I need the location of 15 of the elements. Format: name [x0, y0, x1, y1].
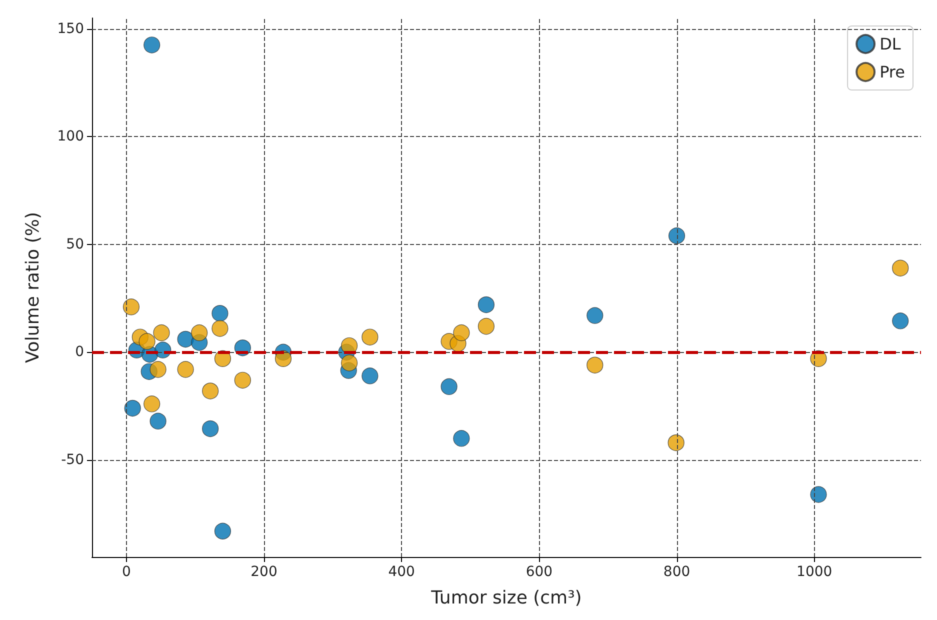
y-axis-title: Volume ratio (%): [22, 212, 44, 364]
x-tick-label: 800: [663, 564, 690, 580]
x-tick-label: 600: [526, 564, 553, 580]
x-tick-label: 400: [388, 564, 415, 580]
x-tick-label: 200: [250, 564, 278, 580]
legend-label: Pre: [880, 62, 905, 82]
y-tick-label: 150: [57, 20, 84, 37]
y-tick-label: 100: [57, 128, 84, 145]
y-tick-label: -50: [61, 452, 84, 468]
x-axis-title: Tumor size (cm³): [430, 588, 582, 608]
x-tick-label: 0: [122, 564, 131, 580]
x-tick-label: 1000: [796, 564, 832, 580]
legend-label: DL: [880, 34, 901, 54]
y-tick-label: 50: [66, 236, 84, 252]
y-tick-label: 0: [75, 344, 84, 360]
